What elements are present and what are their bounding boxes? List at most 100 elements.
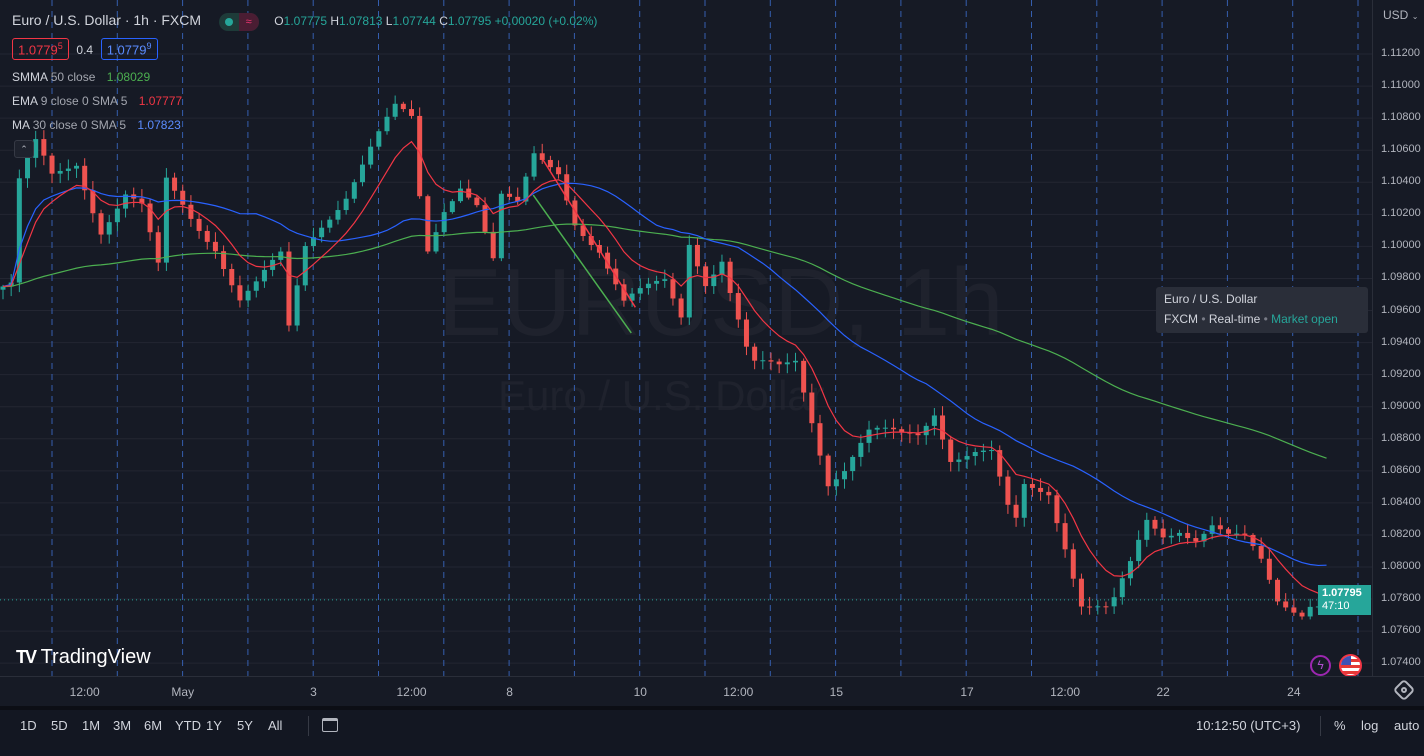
collapse-legend-button[interactable]: ⌃ xyxy=(14,140,34,158)
candle-body xyxy=(1275,579,1281,602)
candle-body xyxy=(425,196,431,252)
candle-body xyxy=(33,139,39,158)
trend-line xyxy=(542,159,636,308)
range-button-1d[interactable]: 1D xyxy=(20,718,37,733)
price-axis[interactable]: USD ⌄ 1.11200 1.11000 1.10800 1.10600 1.1040… xyxy=(1372,0,1424,676)
currency-selector[interactable]: USD ⌄ xyxy=(1383,8,1418,24)
log-scale-toggle[interactable]: log xyxy=(1361,718,1379,733)
candle-body xyxy=(915,433,921,436)
low-label: L xyxy=(385,14,393,28)
price-tick: 1.09400 xyxy=(1381,335,1421,348)
candle-body xyxy=(776,361,782,365)
bid-price: 1.0779 xyxy=(18,42,58,58)
range-button-1m[interactable]: 1M xyxy=(82,718,101,733)
ma-line xyxy=(2,182,1327,567)
price-tick: 1.10800 xyxy=(1381,111,1421,124)
candle-body xyxy=(1078,578,1084,607)
buy-button[interactable]: 1.07799 xyxy=(100,38,158,61)
range-button-5d[interactable]: 5D xyxy=(51,718,68,733)
range-button-6m[interactable]: 6M xyxy=(144,718,163,733)
candle-body xyxy=(956,459,962,462)
range-button-3m[interactable]: 3M xyxy=(113,718,132,733)
candle-body xyxy=(1193,538,1199,542)
candle-body xyxy=(172,177,178,191)
candle-body xyxy=(1005,476,1011,505)
candle-body xyxy=(376,131,382,147)
trend-line xyxy=(532,194,632,334)
chart-settings-gear-icon[interactable] xyxy=(1392,678,1416,702)
candle-body xyxy=(310,237,316,247)
price-tick: 1.11200 xyxy=(1381,47,1420,60)
low-value: 1.07744 xyxy=(392,14,436,28)
percent-scale-toggle[interactable]: % xyxy=(1334,718,1346,733)
candle-body xyxy=(801,360,807,393)
symbol-info-tooltip: Euro / U.S. Dollar FXCM • Real-time • Ma… xyxy=(1156,287,1368,333)
lightning-icon[interactable]: ϟ xyxy=(1310,655,1331,676)
candle-body xyxy=(302,246,308,286)
price-tick: 1.09200 xyxy=(1381,367,1421,380)
candle-body xyxy=(948,439,954,462)
time-axis[interactable]: 12:00 May 3 12:00 8 10 12:00 15 17 12:00 22 24 xyxy=(0,676,1424,706)
candle-body xyxy=(237,285,243,301)
candle-body xyxy=(1111,597,1117,607)
candle-body xyxy=(792,360,798,363)
chart-pane[interactable]: EURUSD, 1h Euro / U.S. Dollar Euro / U.S… xyxy=(0,0,1372,677)
candle-body xyxy=(1242,533,1248,535)
price-plot[interactable] xyxy=(0,0,1372,676)
symbol-title[interactable]: Euro / U.S. Dollar · 1h · FXCM xyxy=(12,12,202,28)
time-tick: 12:00 xyxy=(1050,685,1081,699)
range-button-5y[interactable]: 5Y xyxy=(237,718,253,733)
indicator-ma[interactable]: MA 30 close 0 SMA 5 1.07823 xyxy=(12,118,181,132)
candle-body xyxy=(253,281,259,291)
ask-pip: 9 xyxy=(146,41,152,51)
time-tick: 24 xyxy=(1287,685,1301,699)
price-tick: 1.08000 xyxy=(1381,559,1421,572)
candle-body xyxy=(923,425,929,436)
high-label: H xyxy=(330,14,340,28)
indicator-smma[interactable]: SMMA 50 close 1.08029 xyxy=(12,70,150,84)
candle-body xyxy=(972,452,978,457)
open-label: O xyxy=(274,14,284,28)
candle-body xyxy=(1087,606,1093,608)
tradingview-logo[interactable]: TV TradingView xyxy=(16,646,151,669)
candle-body xyxy=(1168,535,1174,538)
us-flag-icon[interactable] xyxy=(1339,654,1362,677)
candle-body xyxy=(662,279,668,281)
spread: 0.4 xyxy=(76,43,94,58)
candle-body xyxy=(588,236,594,246)
time-tick: 12:00 xyxy=(723,685,754,699)
candle-body xyxy=(221,251,227,270)
candle-body xyxy=(899,429,905,433)
go-to-date-calendar-icon[interactable] xyxy=(322,718,338,732)
time-tick: 3 xyxy=(310,685,317,699)
tooltip-market-status: Market open xyxy=(1271,312,1338,326)
market-status-badge[interactable]: ≈ xyxy=(218,12,259,31)
auto-scale-toggle[interactable]: auto xyxy=(1394,718,1420,733)
candle-body xyxy=(547,159,553,168)
candle-body xyxy=(882,427,888,429)
time-tick: May xyxy=(171,685,195,699)
candle-body xyxy=(335,210,341,220)
candle-body xyxy=(760,360,766,362)
ema-line xyxy=(2,140,1327,596)
candle-body xyxy=(41,139,47,156)
candle-body xyxy=(490,231,496,259)
candle-body xyxy=(98,213,104,235)
smma-line xyxy=(2,223,1327,459)
candle-body xyxy=(507,193,513,197)
indicator-ema[interactable]: EMA 9 close 0 SMA 5 1.07777 xyxy=(12,94,182,108)
time-tick: 10 xyxy=(633,685,647,699)
price-tick: 1.08400 xyxy=(1381,495,1421,508)
clock[interactable]: 10:12:50 (UTC+3) xyxy=(1196,718,1301,733)
candle-body xyxy=(261,269,267,282)
bottom-toolbar: 1D 5D 1M 3M 6M YTD 1Y 5Y All 10:12:50 (UTC+3) % … xyxy=(0,706,1424,746)
candle-body xyxy=(637,288,643,294)
candle-body xyxy=(1144,519,1150,540)
range-button-ytd[interactable]: YTD xyxy=(175,718,201,733)
candle-body xyxy=(498,193,504,259)
candle-body xyxy=(278,251,284,260)
range-button-all[interactable]: All xyxy=(268,718,283,733)
range-button-1y[interactable]: 1Y xyxy=(206,718,222,733)
candle-body xyxy=(1160,528,1166,538)
sell-button[interactable]: 1.07795 xyxy=(12,38,69,61)
